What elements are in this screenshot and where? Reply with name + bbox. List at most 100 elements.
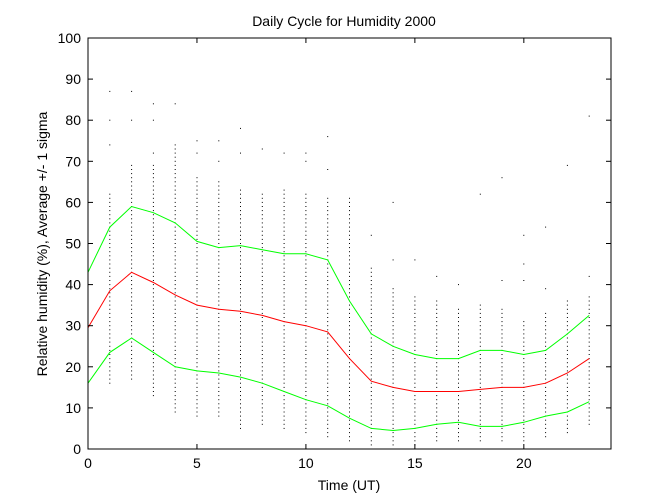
dot [283,255,285,257]
dot [523,329,525,331]
dot [392,444,394,446]
dot [218,382,220,384]
dot [131,222,133,224]
dot [196,226,198,228]
dot [261,354,263,355]
dot [218,218,220,220]
dot [370,378,372,380]
dot [240,243,241,244]
dot [392,308,394,310]
dot [566,423,568,425]
dot [545,288,547,290]
dot-column-14 [392,201,394,446]
dot [240,214,241,216]
dot [261,206,263,207]
dot [131,378,133,380]
dot [174,259,176,261]
dot [523,362,525,364]
dot [174,391,176,392]
dot [436,386,438,388]
dot [479,304,481,306]
dot [261,304,263,306]
dot [479,378,481,380]
dot [479,366,481,368]
dot [218,255,220,257]
dot [196,366,198,368]
dot [218,222,220,224]
dot [305,391,307,392]
dot [131,189,133,191]
dot [545,391,547,392]
dot [305,284,307,286]
dot [174,234,176,236]
dot [283,206,285,207]
dot [523,423,525,425]
dot [218,140,220,142]
dot [196,214,198,216]
dot [131,119,133,121]
dot [240,399,241,401]
dot [174,304,176,306]
dot [131,304,133,306]
dot [392,259,394,261]
dot [566,370,568,372]
dot [283,308,285,310]
dot [109,206,111,207]
dot [414,399,416,401]
dot [283,333,285,335]
dot [327,308,329,310]
dot [588,296,590,298]
dot [261,263,263,265]
dot [218,238,220,240]
dot [349,345,350,347]
y-axis: 0 10 20 30 40 50 60 70 80 90 100 [58,30,611,457]
dot [174,243,176,244]
dot [392,403,394,405]
dot [152,226,154,228]
dot [392,391,394,392]
dot [240,341,241,343]
dot [349,329,350,331]
dot [218,333,220,335]
dot [152,325,154,327]
dot [152,255,154,257]
dot-column-23 [588,115,590,425]
dot [261,284,263,286]
dot [218,243,220,244]
dot [261,238,263,240]
dot [283,280,285,281]
dot [174,370,176,372]
dot [152,296,154,298]
dot [327,214,329,216]
dot [588,345,590,347]
dot [370,321,372,323]
dot [261,349,263,351]
dot [174,296,176,298]
dot [349,354,350,355]
x-tick-label: 10 [298,455,314,471]
dot [261,362,263,364]
dot [458,354,459,355]
dot [566,407,568,409]
dot [240,247,241,249]
dot [414,362,416,364]
y-tick-label: 80 [65,112,81,128]
dot [261,399,263,401]
dot [392,300,394,302]
dot-column-3 [152,103,154,397]
dot [305,362,307,364]
dot [436,341,438,343]
dot [414,259,416,261]
dot [370,399,372,401]
dot [392,395,394,397]
dot [327,255,329,257]
dot [545,329,547,331]
dot [174,308,176,310]
dot [545,345,547,347]
dot [240,296,241,298]
dot [131,366,133,368]
dot [283,349,285,351]
dot [523,349,525,351]
dot [240,374,241,376]
dot [588,329,590,331]
